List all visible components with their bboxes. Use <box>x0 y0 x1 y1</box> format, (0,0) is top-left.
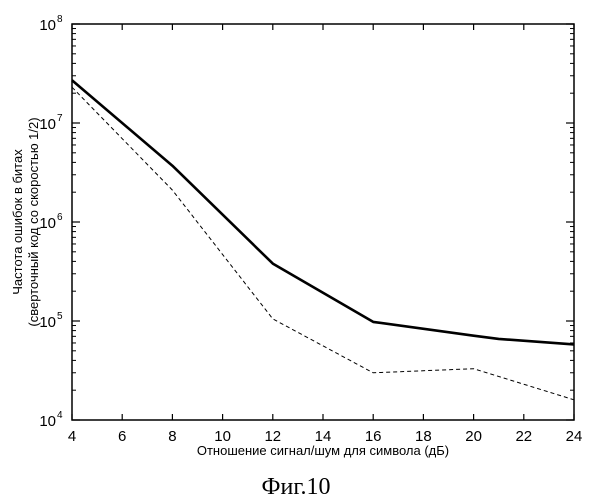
x-tick-label: 24 <box>566 428 583 445</box>
series-line-1 <box>72 80 574 344</box>
figure-caption: Фиг.10 <box>262 474 331 500</box>
y-tick-exponent: 6 <box>57 212 63 223</box>
y-axis-label-line-2: (сверточный код со скоростью 1/2) <box>26 117 41 326</box>
y-tick-label: 10 <box>39 314 56 331</box>
y-tick-exponent: 7 <box>57 113 63 124</box>
y-axis-ticks: 104105106107108 <box>39 14 574 430</box>
y-tick-exponent: 5 <box>57 311 63 322</box>
series-group <box>72 80 574 400</box>
y-tick-label: 10 <box>39 116 56 133</box>
y-axis-label: Частота ошибок в битах (сверточный код с… <box>10 117 41 326</box>
y-tick-label: 10 <box>39 17 56 34</box>
x-tick-label: 22 <box>515 428 532 445</box>
x-tick-label: 20 <box>465 428 482 445</box>
x-tick-label: 4 <box>68 428 76 445</box>
x-tick-label: 8 <box>168 428 176 445</box>
series-line-2 <box>72 87 574 400</box>
x-axis-ticks: 4681012141618202224 <box>68 24 583 445</box>
x-tick-label: 6 <box>118 428 126 445</box>
y-tick-label: 10 <box>39 413 56 430</box>
y-tick-exponent: 8 <box>57 14 63 25</box>
y-tick-label: 10 <box>39 215 56 232</box>
y-tick-exponent: 4 <box>57 410 63 421</box>
y-axis-label-line-1: Частота ошибок в битах <box>10 149 25 295</box>
x-axis-label: Отношение сигнал/шум для символа (дБ) <box>197 443 449 458</box>
plot-frame <box>72 24 574 420</box>
